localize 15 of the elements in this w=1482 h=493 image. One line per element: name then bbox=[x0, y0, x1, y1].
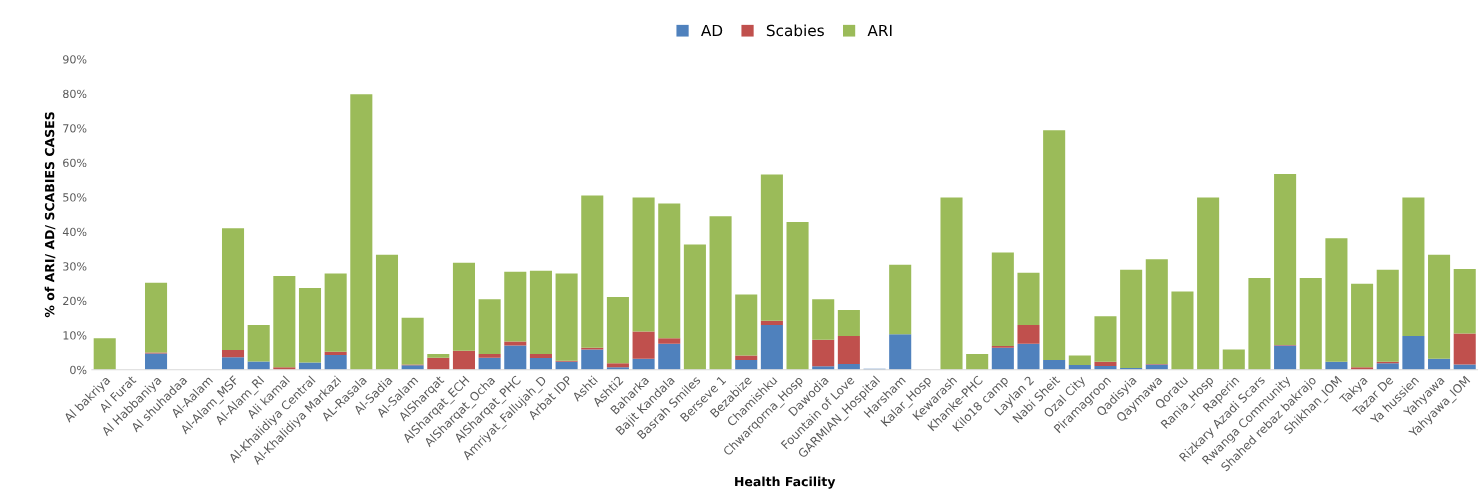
y-tick-label: 30% bbox=[63, 262, 87, 271]
y-tick-label: 10% bbox=[63, 331, 87, 340]
y-tick-label: 60% bbox=[63, 158, 87, 168]
y-axis-title: % of ARI/ AD/ SCABIES CASES bbox=[44, 112, 56, 318]
legend-label: AD bbox=[701, 24, 723, 37]
y-tick-label: 80% bbox=[63, 89, 87, 99]
y-tick-label: 40% bbox=[62, 227, 87, 237]
legend-label: Scabies bbox=[766, 24, 824, 37]
y-tick-label: 50% bbox=[63, 193, 87, 202]
y-tick-label: 20% bbox=[63, 296, 87, 306]
y-tick-label: 70% bbox=[63, 124, 87, 133]
legend-label: ARI bbox=[867, 24, 892, 37]
y-tick-label: 0% bbox=[70, 365, 87, 375]
x-axis-title: Health Facility bbox=[735, 476, 836, 489]
y-tick-label: 90% bbox=[63, 55, 87, 64]
